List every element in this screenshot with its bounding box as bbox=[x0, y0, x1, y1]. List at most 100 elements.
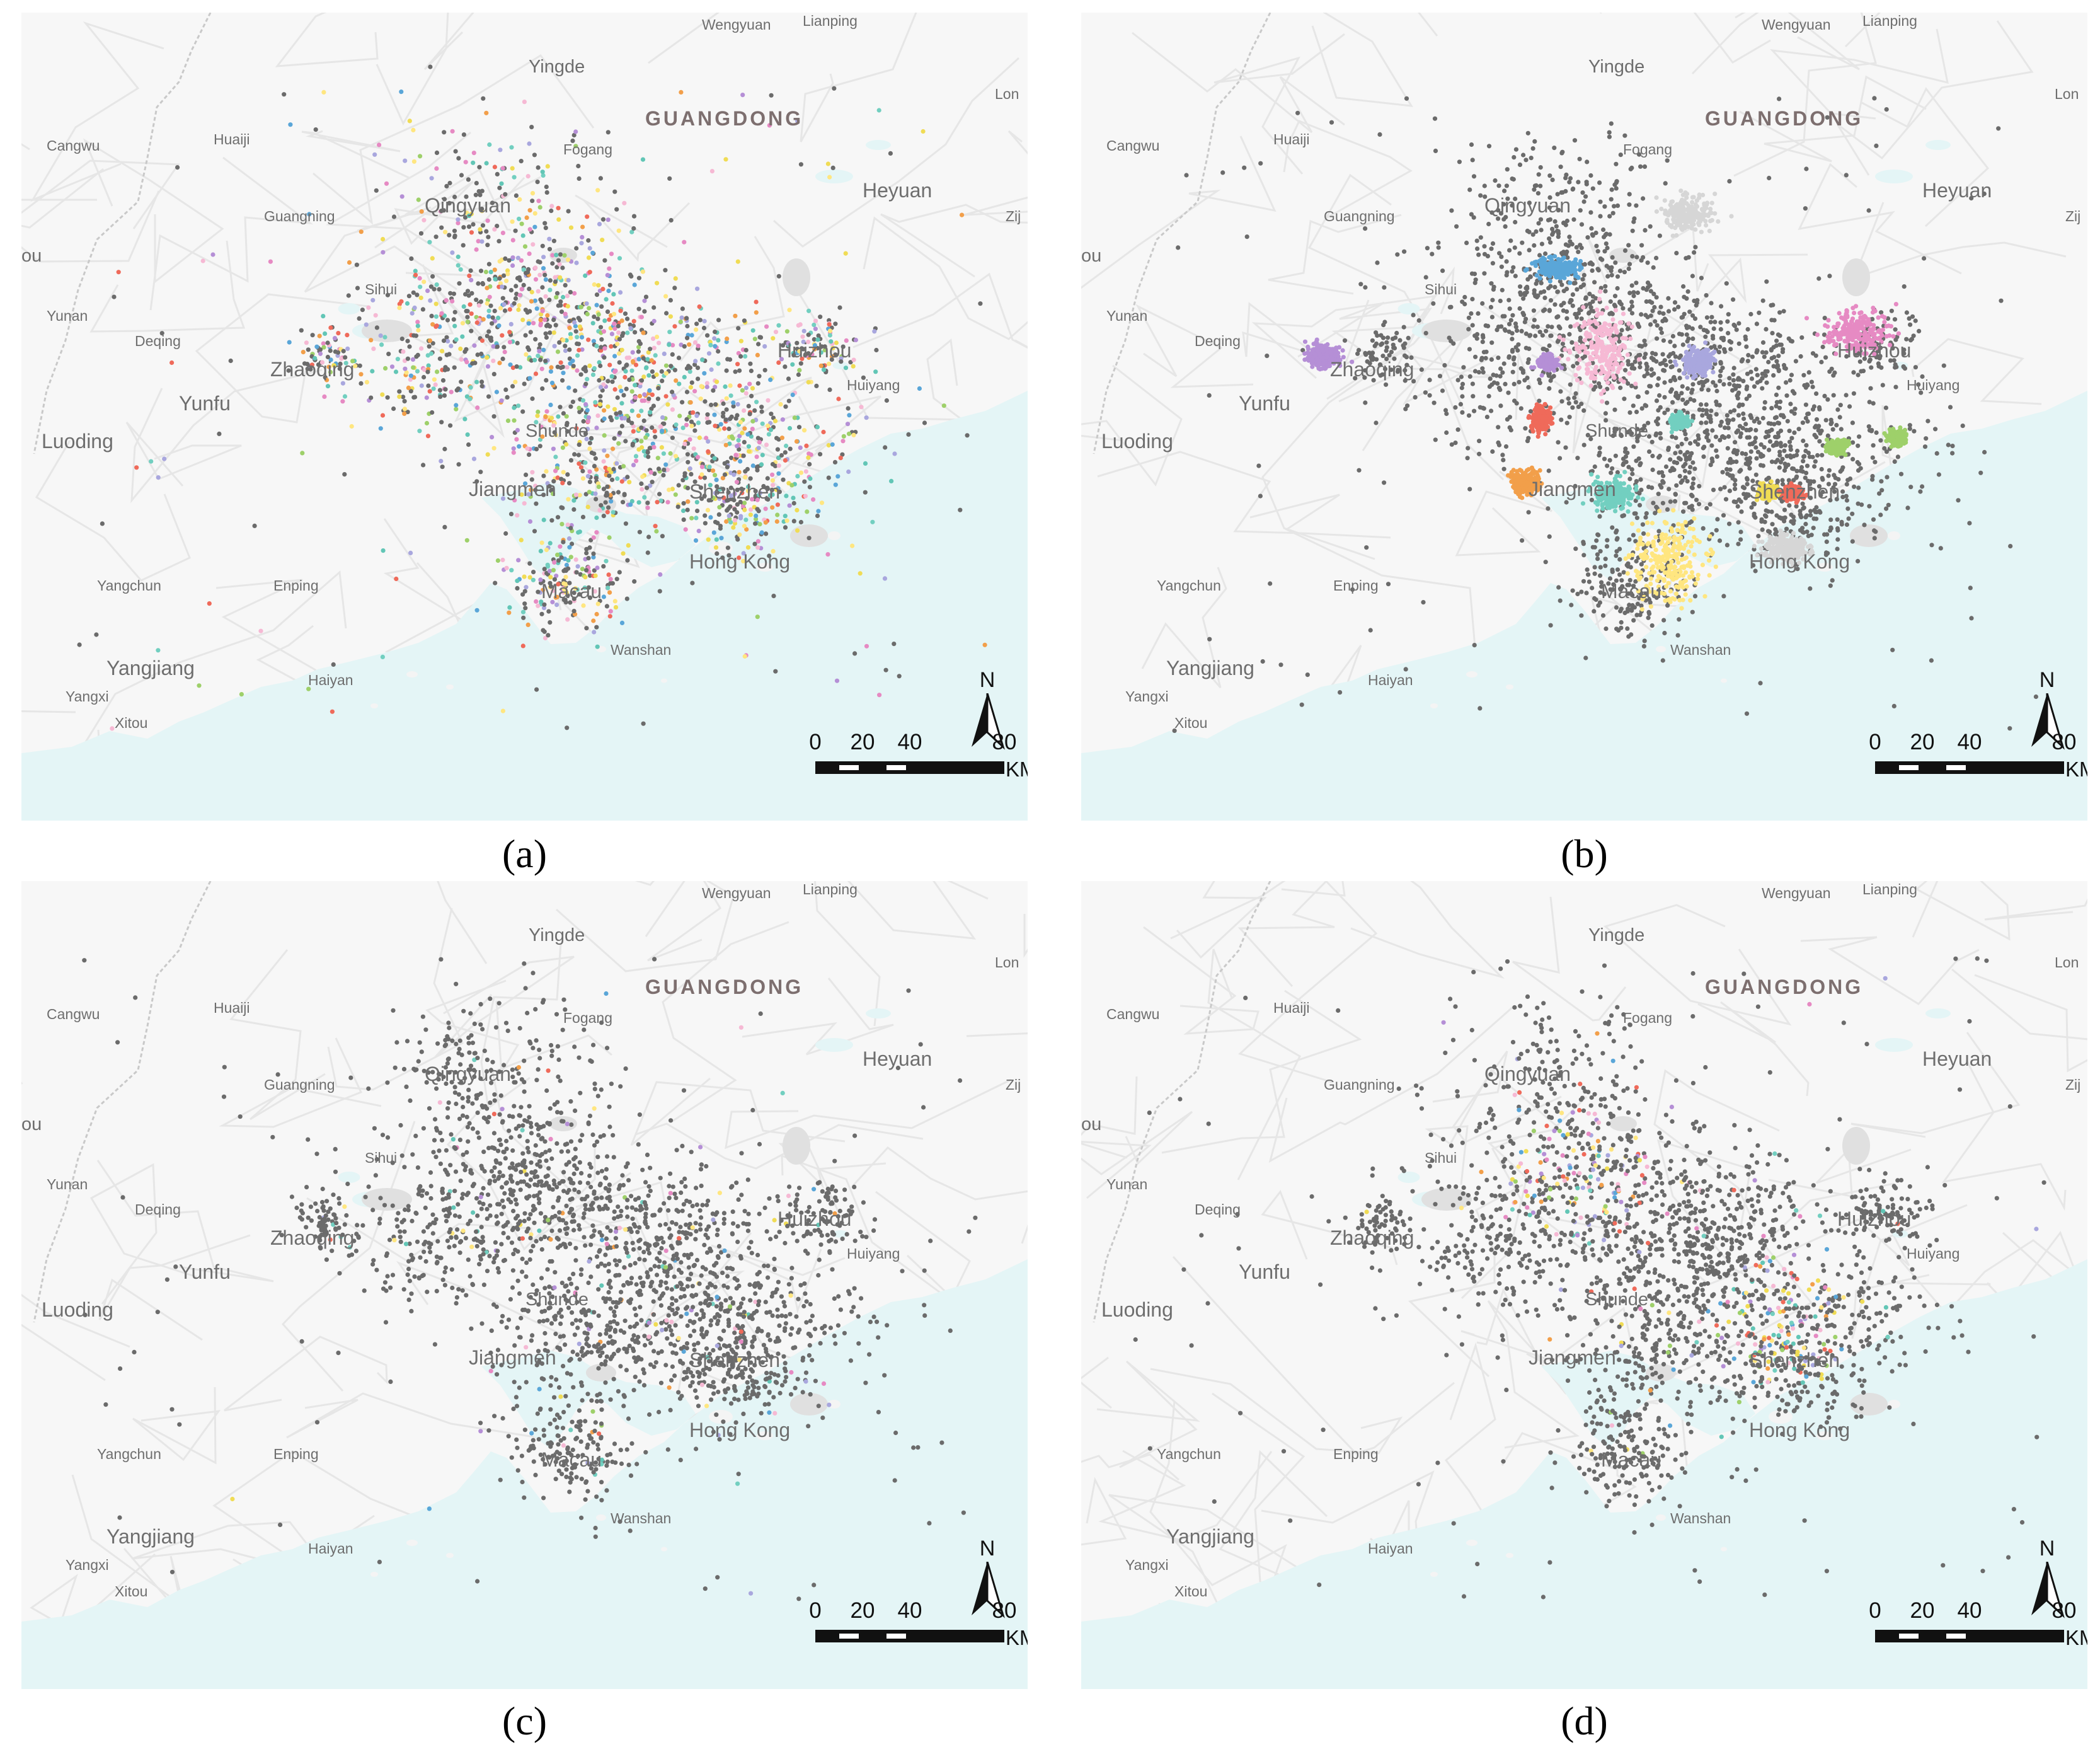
poi-point bbox=[577, 493, 582, 498]
poi-point bbox=[1817, 509, 1822, 514]
poi-point bbox=[565, 294, 570, 299]
poi-point bbox=[1780, 478, 1785, 483]
poi-point bbox=[558, 303, 563, 308]
poi-point bbox=[1741, 416, 1747, 422]
poi-point bbox=[1642, 355, 1647, 360]
poi-point bbox=[402, 411, 407, 417]
poi-point bbox=[1558, 389, 1563, 394]
poi-point bbox=[1644, 511, 1649, 516]
poi-point bbox=[1425, 246, 1430, 251]
cluster-point bbox=[1580, 324, 1585, 329]
poi-point bbox=[1596, 603, 1601, 608]
poi-point bbox=[1578, 208, 1583, 213]
poi-point bbox=[755, 545, 760, 550]
built-up-area bbox=[1421, 320, 1472, 342]
poi-point bbox=[815, 513, 820, 519]
poi-point bbox=[1603, 557, 1608, 562]
poi-point bbox=[447, 200, 452, 205]
poi-point bbox=[1593, 384, 1598, 389]
poi-point bbox=[745, 432, 750, 437]
poi-point bbox=[548, 287, 553, 292]
poi-point bbox=[1859, 502, 1864, 507]
poi-point bbox=[686, 364, 691, 369]
poi-point bbox=[724, 407, 729, 412]
poi-point bbox=[588, 435, 594, 441]
poi-point bbox=[1736, 497, 1741, 502]
poi-point bbox=[745, 484, 751, 490]
poi-point bbox=[1655, 323, 1660, 328]
poi-point bbox=[1455, 427, 1460, 432]
poi-point bbox=[479, 188, 485, 193]
poi-point bbox=[668, 364, 674, 369]
poi-point bbox=[1550, 226, 1555, 231]
cluster-point bbox=[1595, 338, 1600, 343]
poi-point bbox=[1668, 499, 1673, 504]
poi-point bbox=[529, 299, 534, 304]
poi-point bbox=[397, 301, 402, 306]
poi-point bbox=[1635, 427, 1640, 432]
poi-point bbox=[1411, 379, 1416, 384]
poi-point bbox=[757, 374, 762, 379]
poi-point bbox=[702, 475, 708, 480]
poi-point bbox=[1363, 400, 1368, 405]
poi-point bbox=[542, 602, 547, 607]
poi-point bbox=[490, 321, 495, 326]
poi-point bbox=[1416, 318, 1421, 323]
poi-point bbox=[559, 309, 565, 314]
poi-point bbox=[538, 357, 543, 362]
poi-point bbox=[552, 577, 558, 582]
poi-point bbox=[1543, 560, 1548, 565]
poi-point bbox=[1576, 180, 1581, 185]
poi-point bbox=[723, 417, 728, 422]
poi-point bbox=[1577, 156, 1582, 161]
poi-point bbox=[1727, 521, 1732, 526]
poi-point bbox=[573, 323, 578, 329]
poi-point bbox=[1770, 303, 1776, 308]
poi-point bbox=[156, 475, 161, 480]
island bbox=[1430, 703, 1438, 708]
poi-point bbox=[1812, 464, 1817, 469]
poi-point bbox=[464, 538, 469, 543]
poi-point bbox=[682, 239, 687, 245]
poi-point bbox=[1721, 513, 1726, 518]
poi-point bbox=[684, 417, 689, 422]
poi-point bbox=[513, 228, 518, 233]
poi-point bbox=[426, 383, 431, 388]
poi-point bbox=[958, 507, 963, 512]
poi-point bbox=[1605, 386, 1610, 391]
cluster-point bbox=[1611, 373, 1616, 378]
poi-point bbox=[175, 165, 180, 170]
poi-point bbox=[804, 443, 809, 449]
poi-point bbox=[711, 530, 716, 535]
poi-point bbox=[607, 473, 612, 478]
poi-point bbox=[1547, 205, 1552, 211]
poi-point bbox=[754, 310, 759, 315]
poi-point bbox=[1609, 273, 1614, 278]
poi-point bbox=[1552, 285, 1558, 290]
poi-point bbox=[532, 529, 537, 534]
poi-point bbox=[1630, 592, 1635, 598]
poi-point bbox=[1512, 245, 1517, 250]
poi-point bbox=[1466, 326, 1471, 332]
poi-point bbox=[1625, 626, 1630, 632]
poi-point bbox=[752, 541, 757, 546]
poi-point bbox=[538, 577, 543, 582]
poi-point bbox=[1665, 507, 1670, 512]
poi-point bbox=[591, 555, 596, 560]
poi-point bbox=[1367, 350, 1372, 355]
poi-point bbox=[802, 479, 807, 484]
poi-point bbox=[729, 455, 734, 461]
poi-point bbox=[515, 428, 520, 433]
map-panel-a: Wengyuan Lianping Yingde GUANGDONG Lon Cangwu… bbox=[21, 13, 1028, 821]
poi-point bbox=[697, 318, 703, 323]
poi-point bbox=[544, 547, 549, 553]
poi-point bbox=[1708, 320, 1713, 325]
poi-point bbox=[692, 428, 697, 433]
poi-point bbox=[755, 614, 760, 620]
poi-point bbox=[1687, 470, 1692, 475]
poi-point bbox=[1440, 388, 1445, 393]
poi-point bbox=[1808, 487, 1813, 492]
poi-point bbox=[759, 462, 764, 467]
poi-point bbox=[586, 238, 591, 243]
poi-point bbox=[657, 340, 662, 345]
